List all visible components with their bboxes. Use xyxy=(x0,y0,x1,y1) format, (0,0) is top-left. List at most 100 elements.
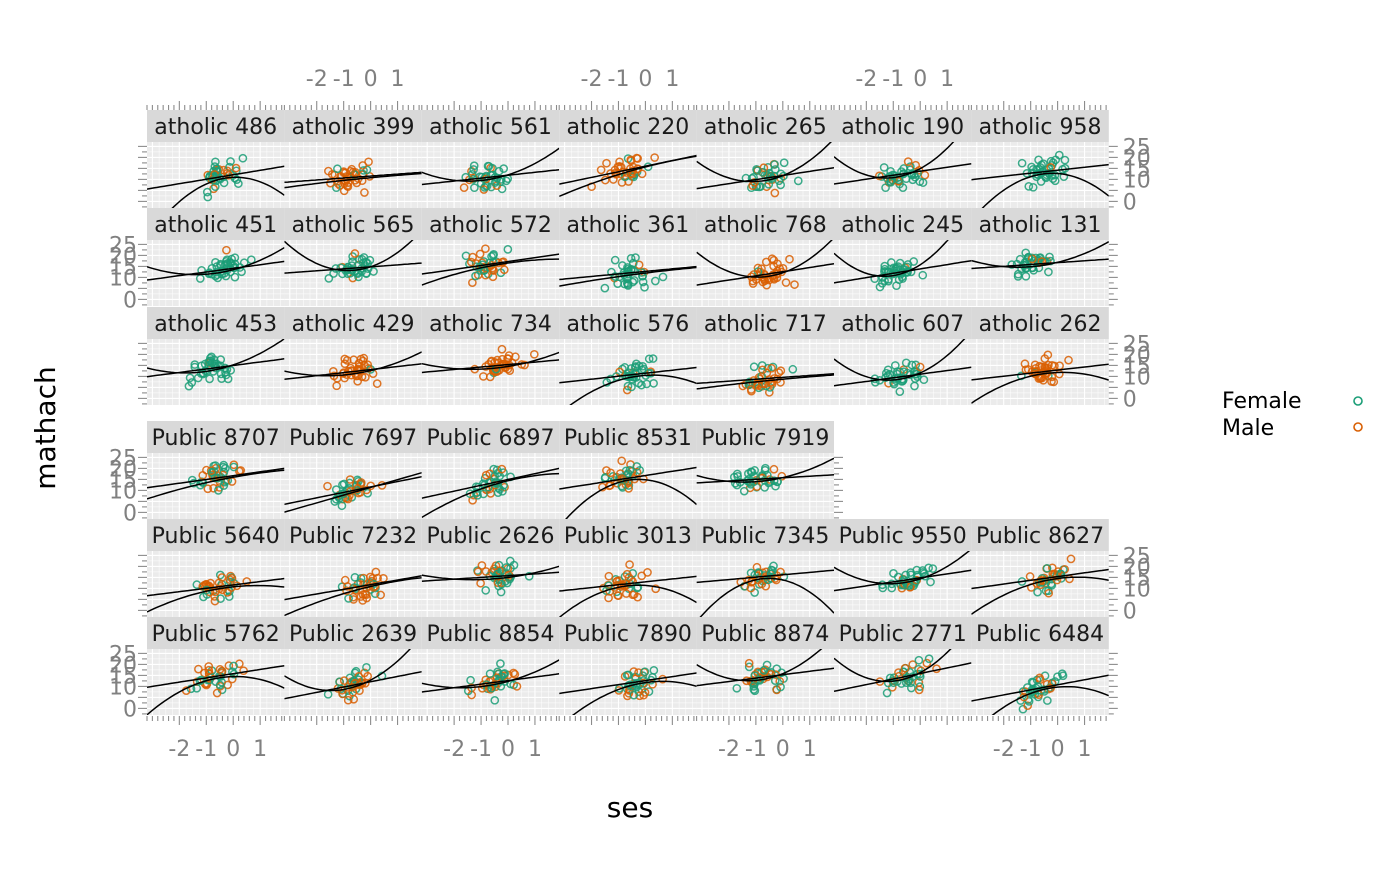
panel: atholic 561 xyxy=(421,110,560,208)
x-tick-label: 1 xyxy=(803,737,817,762)
panel-plot-area xyxy=(559,153,697,197)
panel-plot-area xyxy=(147,460,285,500)
legend-label-female: Female xyxy=(1222,389,1302,414)
y-tick-label: 0 xyxy=(1123,599,1137,624)
data-point xyxy=(200,359,210,369)
fit-line-linear xyxy=(834,662,972,693)
x-tick-label: -1 xyxy=(470,737,492,762)
panel: Public 8707 xyxy=(147,421,285,519)
x-axis-top xyxy=(146,101,283,110)
data-point xyxy=(644,354,654,364)
panel-plot-area xyxy=(971,350,1109,404)
panel-background xyxy=(147,649,285,715)
data-point xyxy=(204,665,214,675)
panel-strip xyxy=(147,208,285,240)
data-point xyxy=(468,278,477,288)
data-point xyxy=(231,163,241,173)
panel: Public 6484 xyxy=(971,617,1109,715)
fit-line-linear xyxy=(559,575,697,592)
data-point xyxy=(1042,696,1052,705)
panel: atholic 453 xyxy=(147,307,285,405)
data-point xyxy=(901,358,911,368)
data-point xyxy=(354,358,364,368)
data-point xyxy=(226,366,236,375)
data-point xyxy=(217,573,227,582)
y-tick-label: 15 xyxy=(1123,354,1151,379)
data-point xyxy=(1051,155,1061,165)
panel-strip-label: atholic 190 xyxy=(841,115,964,140)
data-point xyxy=(596,165,606,175)
panel: Public 7232 xyxy=(284,519,422,617)
data-point xyxy=(1049,377,1059,387)
data-point xyxy=(1037,362,1047,372)
panel-strip xyxy=(559,307,697,339)
fit-line-quadratic xyxy=(284,351,422,377)
fit-line-quadratic xyxy=(696,649,823,682)
panel-plot-area xyxy=(284,157,422,197)
panel-plot-area xyxy=(971,150,1109,208)
fit-line-quadratic xyxy=(284,576,422,617)
data-point xyxy=(1066,554,1076,564)
data-point xyxy=(924,563,933,573)
panel-plot-area xyxy=(147,659,285,715)
panel-strip xyxy=(284,208,422,240)
fit-line-linear xyxy=(147,577,285,597)
data-point xyxy=(775,676,785,686)
fit-line-linear xyxy=(559,366,697,384)
data-point xyxy=(627,382,636,392)
y-axis-left xyxy=(138,145,147,208)
panel-plot-area xyxy=(284,567,422,617)
panel-strip-label: atholic 131 xyxy=(979,213,1102,238)
panel-strip-label: Public 8854 xyxy=(426,622,554,647)
fit-line-quadratic xyxy=(147,675,285,715)
data-point xyxy=(762,280,772,290)
data-point xyxy=(889,568,898,578)
fit-line-quadratic xyxy=(559,266,697,287)
panel: atholic 361 xyxy=(559,208,697,306)
data-point xyxy=(918,567,928,577)
panel-strip xyxy=(696,307,834,339)
panel: atholic 576 xyxy=(559,307,697,405)
x-tick-label: 1 xyxy=(665,67,679,92)
x-tick-label: -2 xyxy=(306,67,328,92)
fit-line-quadratic xyxy=(421,565,560,581)
panel-plot-area xyxy=(696,649,834,696)
panel-strip-label: atholic 453 xyxy=(154,312,277,337)
panel-plot-area xyxy=(696,361,834,397)
data-point xyxy=(883,276,893,286)
data-point xyxy=(529,349,539,359)
data-point xyxy=(216,594,225,603)
fit-line-linear xyxy=(559,672,697,695)
data-point xyxy=(607,267,616,277)
data-point xyxy=(234,179,243,188)
panel-strip xyxy=(559,519,697,551)
data-point xyxy=(887,583,897,593)
panel-strip xyxy=(147,421,285,453)
fit-line-linear xyxy=(971,674,1109,702)
data-point xyxy=(359,353,369,363)
panel-strip xyxy=(696,519,834,551)
data-point xyxy=(469,161,479,171)
panel-plot-area xyxy=(421,556,560,597)
x-tick-label: 0 xyxy=(501,737,515,762)
panel-strip xyxy=(696,208,834,240)
y-tick-label: 25 xyxy=(1123,135,1151,160)
data-point xyxy=(481,470,491,480)
data-point xyxy=(901,570,911,580)
panel-plot-area xyxy=(284,471,422,513)
data-point xyxy=(364,157,373,167)
panel-strip-label: Public 7919 xyxy=(701,426,829,451)
data-point xyxy=(766,378,775,388)
data-point xyxy=(512,681,522,691)
data-point xyxy=(770,188,780,198)
data-point xyxy=(520,360,529,370)
fit-line-quadratic xyxy=(171,176,285,208)
panel-strip xyxy=(696,617,834,649)
panel: atholic 572 xyxy=(421,208,560,306)
data-point xyxy=(213,486,223,495)
data-point xyxy=(1047,580,1057,590)
data-point xyxy=(369,267,378,276)
data-point xyxy=(1053,672,1062,682)
panel: Public 5640 xyxy=(147,519,285,617)
x-axis-bottom: -2 -1 0 1 xyxy=(421,716,558,762)
